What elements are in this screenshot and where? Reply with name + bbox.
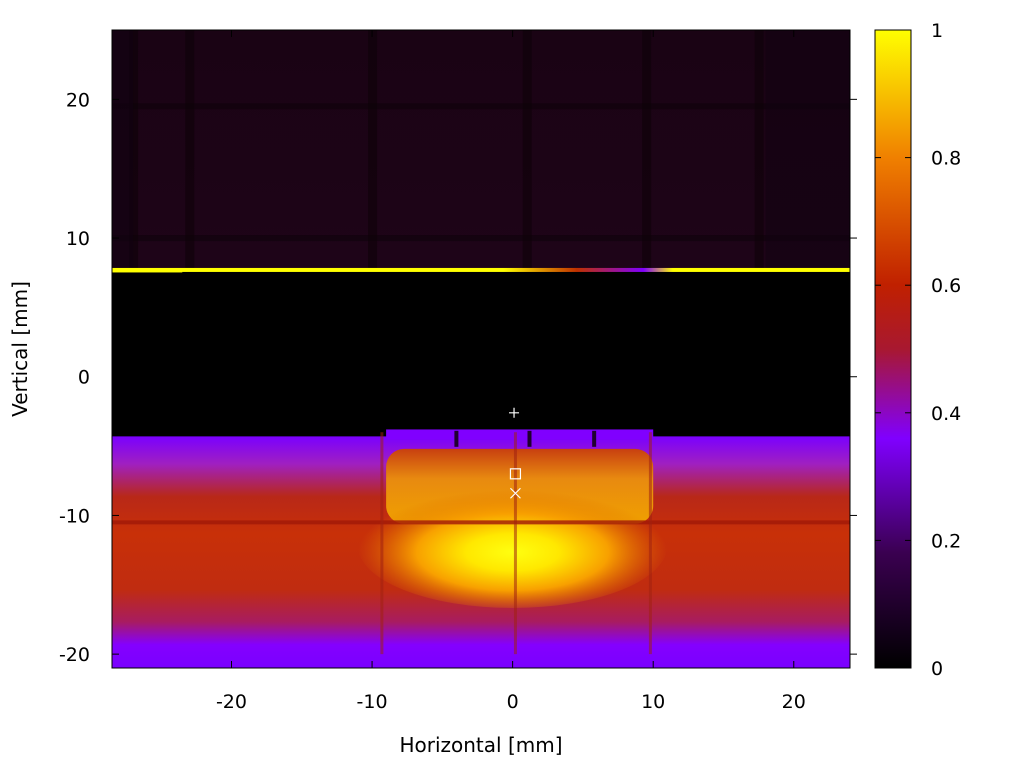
- y-tick-label: 10: [66, 228, 90, 250]
- beam-notch: [454, 430, 459, 447]
- y-tick-label: -20: [59, 644, 90, 666]
- beam-vertical-seam: [648, 432, 652, 655]
- marker-square: [509, 468, 522, 480]
- upper-shadow-row: [112, 103, 850, 110]
- bright-line: [112, 267, 850, 272]
- bright-line-step: [112, 269, 183, 273]
- beam-notch: [527, 430, 532, 447]
- colorbar-gradient: [874, 29, 912, 669]
- upper-region: [112, 30, 850, 270]
- heatmap-image: [112, 30, 850, 668]
- beam-seam: [112, 520, 850, 525]
- upper-shadow-column: [642, 30, 652, 270]
- upper-shadow-column: [754, 30, 764, 270]
- beam-vertical-seam: [380, 432, 384, 655]
- y-tick-label: 20: [66, 89, 90, 111]
- marker-plus: [509, 407, 520, 418]
- plot-frame: [111, 29, 851, 669]
- x-tick-label: 0: [507, 691, 519, 713]
- beam-top-bump: [386, 429, 654, 440]
- beam-notch: [592, 430, 597, 447]
- x-axis-label: Horizontal [mm]: [399, 733, 562, 757]
- beam-hot-core: [358, 483, 668, 608]
- upper-left-edge: [112, 30, 134, 270]
- x-tick-label: 20: [782, 691, 806, 713]
- upper-shadow-column: [522, 30, 532, 270]
- upper-shadow-row: [112, 235, 850, 242]
- axes: -20 -10 0 10 20 -20 -10 0 10 20: [59, 29, 857, 713]
- colorbar-tick-label: 0.8: [931, 148, 961, 170]
- dark-gap: [112, 269, 850, 439]
- x-tick-label: 10: [641, 691, 665, 713]
- colorbar-tick-label: 0: [931, 658, 943, 680]
- colorbar-tick-label: 0.2: [931, 530, 961, 552]
- markers: [509, 407, 522, 499]
- upper-right-edge: [765, 30, 850, 270]
- y-tick-label: -10: [59, 505, 90, 527]
- y-axis-label: Vertical [mm]: [8, 281, 32, 417]
- x-tick-label: -10: [357, 691, 388, 713]
- upper-shadow-column: [185, 30, 195, 270]
- marker-cross: [510, 487, 521, 499]
- upper-shadow-column: [368, 30, 378, 270]
- colorbar-tick-label: 0.6: [931, 275, 961, 297]
- x-tick-label: -20: [216, 691, 247, 713]
- y-tick-label: 0: [78, 367, 90, 389]
- beam-vertical-seam: [513, 432, 517, 655]
- colorbar-tick-label: 1: [931, 20, 943, 42]
- colorbar: 0 0.2 0.4 0.6 0.8 1: [874, 20, 961, 680]
- colorbar-tick-label: 0.4: [931, 403, 961, 425]
- upper-shadow-column: [129, 30, 139, 270]
